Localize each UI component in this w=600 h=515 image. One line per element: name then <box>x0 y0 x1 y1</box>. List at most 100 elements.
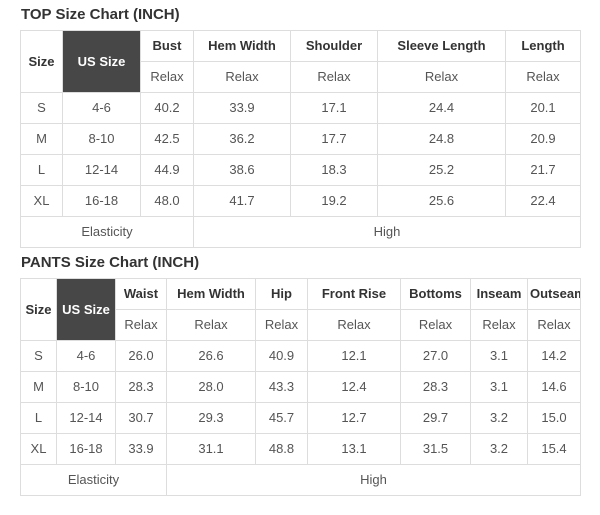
us-size-cell: 12-14 <box>56 402 116 434</box>
column-header-size: Size <box>20 278 57 341</box>
column-header-hem-width: Hem Width <box>193 30 291 62</box>
fit-cell: Relax <box>505 61 581 93</box>
value-cell: 15.4 <box>527 433 581 465</box>
table-row: S 4-6 40.2 33.9 17.1 24.4 20.1 <box>20 92 581 124</box>
value-cell: 40.9 <box>255 340 308 372</box>
fit-cell: Relax <box>377 61 506 93</box>
column-header-inseam: Inseam <box>470 278 528 310</box>
value-cell: 36.2 <box>193 123 291 155</box>
table-row: L 12-14 44.9 38.6 18.3 25.2 21.7 <box>20 154 581 186</box>
size-cell: S <box>20 340 57 372</box>
value-cell: 30.7 <box>115 402 167 434</box>
us-size-cell: 8-10 <box>62 123 141 155</box>
elasticity-value-cell: High <box>193 216 581 248</box>
value-cell: 19.2 <box>290 185 378 217</box>
value-cell: 21.7 <box>505 154 581 186</box>
elasticity-row: Elasticity High <box>20 216 581 248</box>
value-cell: 45.7 <box>255 402 308 434</box>
elasticity-row: Elasticity High <box>20 464 581 496</box>
value-cell: 12.1 <box>307 340 401 372</box>
value-cell: 33.9 <box>115 433 167 465</box>
fit-cell: Relax <box>470 309 528 341</box>
value-cell: 48.8 <box>255 433 308 465</box>
table-row: S 4-6 26.0 26.6 40.9 12.1 27.0 3.1 14.2 <box>20 340 581 372</box>
value-cell: 40.2 <box>140 92 194 124</box>
column-header-us-size: US Size <box>56 278 116 341</box>
table-row: M 8-10 28.3 28.0 43.3 12.4 28.3 3.1 14.6 <box>20 371 581 403</box>
value-cell: 14.2 <box>527 340 581 372</box>
fit-cell: Relax <box>193 61 291 93</box>
table-header-row: Size US Size Waist Hem Width Hip Front R… <box>20 278 581 341</box>
size-cell: M <box>20 123 63 155</box>
value-cell: 22.4 <box>505 185 581 217</box>
us-size-cell: 4-6 <box>62 92 141 124</box>
fit-row: Relax Relax Relax Relax Relax Relax Rela… <box>21 309 581 341</box>
table-row: XL 16-18 48.0 41.7 19.2 25.6 22.4 <box>20 185 581 217</box>
value-cell: 48.0 <box>140 185 194 217</box>
value-cell: 24.8 <box>377 123 506 155</box>
value-cell: 20.9 <box>505 123 581 155</box>
value-cell: 44.9 <box>140 154 194 186</box>
size-cell: M <box>20 371 57 403</box>
size-cell: XL <box>20 433 57 465</box>
column-header-bottoms: Bottoms <box>400 278 471 310</box>
size-cell: XL <box>20 185 63 217</box>
value-cell: 43.3 <box>255 371 308 403</box>
pants-size-table: Size US Size Waist Hem Width Hip Front R… <box>20 278 581 496</box>
us-size-cell: 16-18 <box>56 433 116 465</box>
value-cell: 18.3 <box>290 154 378 186</box>
column-header-hip: Hip <box>255 278 308 310</box>
fit-cell: Relax <box>307 309 401 341</box>
column-header-sleeve-length: Sleeve Length <box>377 30 506 62</box>
value-cell: 3.2 <box>470 402 528 434</box>
value-cell: 33.9 <box>193 92 291 124</box>
value-cell: 29.7 <box>400 402 471 434</box>
elasticity-label-cell: Elasticity <box>20 216 194 248</box>
fit-cell: Relax <box>115 309 167 341</box>
value-cell: 38.6 <box>193 154 291 186</box>
value-cell: 20.1 <box>505 92 581 124</box>
value-cell: 17.1 <box>290 92 378 124</box>
value-cell: 29.3 <box>166 402 256 434</box>
value-cell: 26.6 <box>166 340 256 372</box>
table-row: XL 16-18 33.9 31.1 48.8 13.1 31.5 3.2 15… <box>20 433 581 465</box>
value-cell: 25.2 <box>377 154 506 186</box>
value-cell: 15.0 <box>527 402 581 434</box>
value-cell: 28.3 <box>400 371 471 403</box>
fit-cell: Relax <box>400 309 471 341</box>
elasticity-label-cell: Elasticity <box>20 464 167 496</box>
value-cell: 42.5 <box>140 123 194 155</box>
value-cell: 31.5 <box>400 433 471 465</box>
column-header-bust: Bust <box>140 30 194 62</box>
value-cell: 28.3 <box>115 371 167 403</box>
top-chart-title: TOP Size Chart (INCH) <box>21 6 180 23</box>
value-cell: 13.1 <box>307 433 401 465</box>
value-cell: 3.2 <box>470 433 528 465</box>
fit-cell: Relax <box>140 61 194 93</box>
value-cell: 28.0 <box>166 371 256 403</box>
value-cell: 3.1 <box>470 340 528 372</box>
top-size-table: Size US Size Bust Hem Width Shoulder Sle… <box>20 30 581 248</box>
size-cell: L <box>20 154 63 186</box>
us-size-cell: 4-6 <box>56 340 116 372</box>
elasticity-value-cell: High <box>166 464 581 496</box>
table-header-row: Size US Size Bust Hem Width Shoulder Sle… <box>20 30 581 93</box>
pants-chart-title: PANTS Size Chart (INCH) <box>21 254 200 271</box>
fit-cell: Relax <box>255 309 308 341</box>
size-cell: L <box>20 402 57 434</box>
value-cell: 27.0 <box>400 340 471 372</box>
value-cell: 14.6 <box>527 371 581 403</box>
us-size-cell: 16-18 <box>62 185 141 217</box>
value-cell: 31.1 <box>166 433 256 465</box>
table-row: L 12-14 30.7 29.3 45.7 12.7 29.7 3.2 15.… <box>20 402 581 434</box>
column-header-outseam: Outseam <box>527 278 581 310</box>
fit-cell: Relax <box>166 309 256 341</box>
column-header-hem-width: Hem Width <box>166 278 256 310</box>
value-cell: 12.4 <box>307 371 401 403</box>
column-header-length: Length <box>505 30 581 62</box>
fit-cell: Relax <box>290 61 378 93</box>
size-cell: S <box>20 92 63 124</box>
value-cell: 24.4 <box>377 92 506 124</box>
us-size-cell: 8-10 <box>56 371 116 403</box>
column-header-waist: Waist <box>115 278 167 310</box>
